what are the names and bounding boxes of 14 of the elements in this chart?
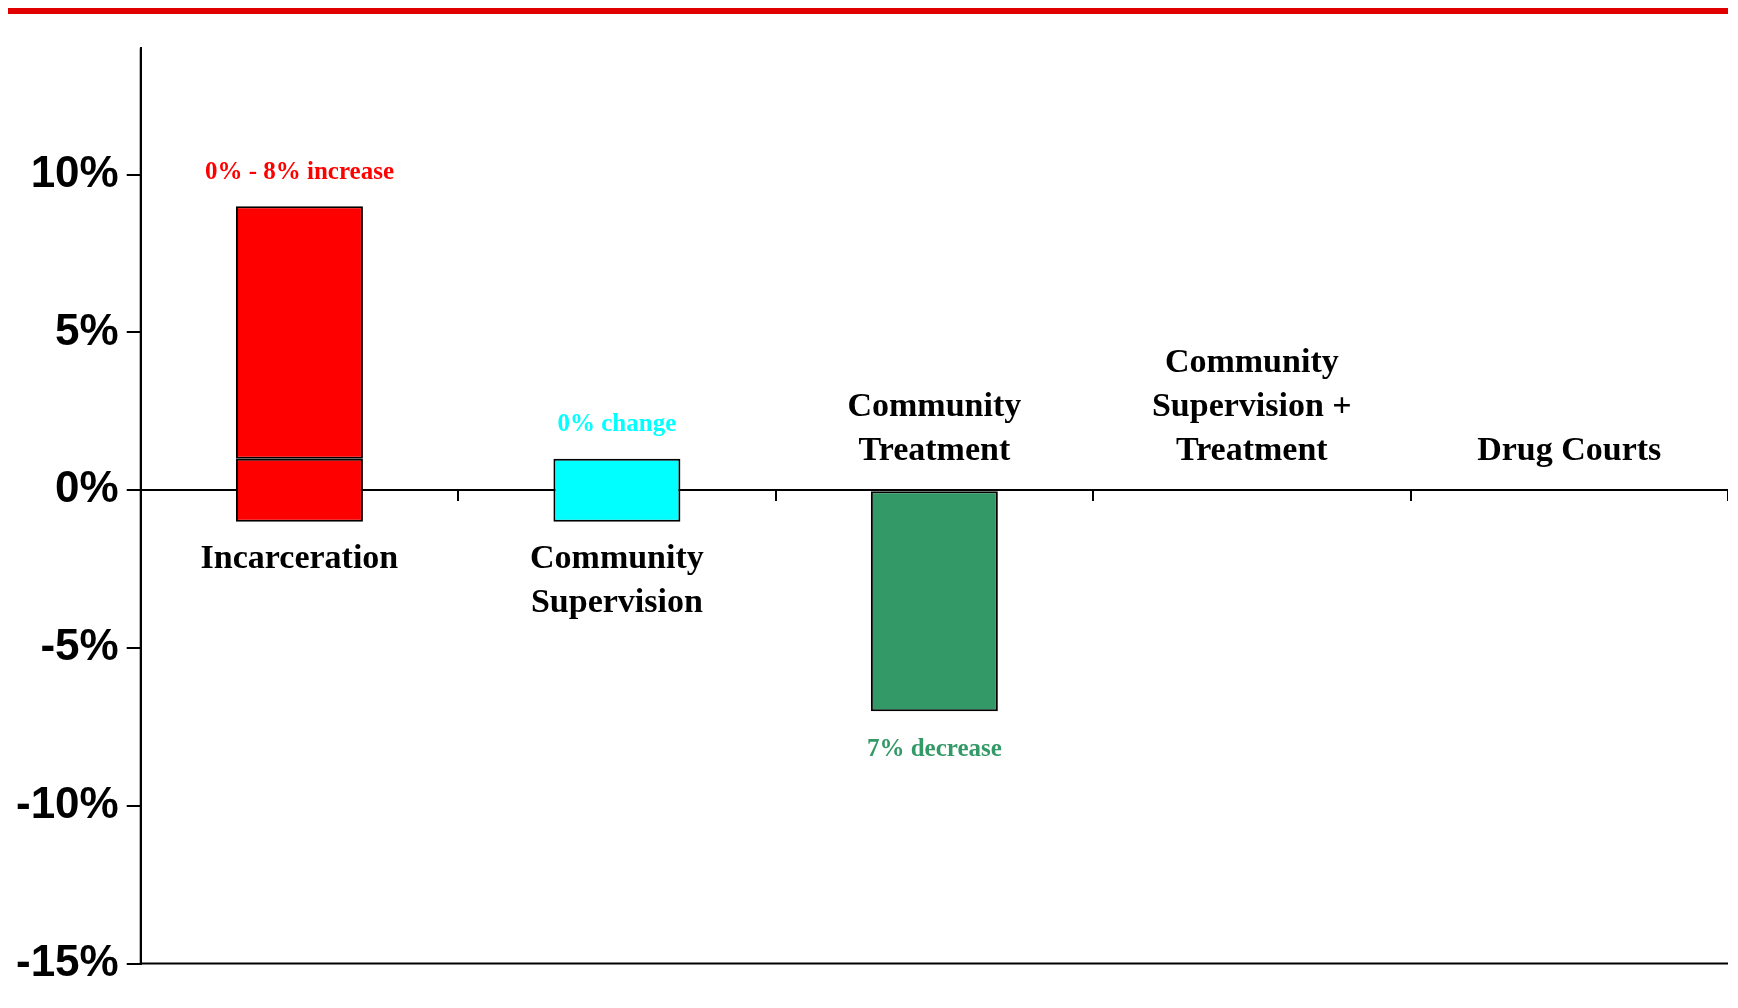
y-tick-label: 5% [55,304,119,354]
annotation: 0% change [557,409,677,437]
y-tick-label: 0% [55,462,119,512]
x-tick-label: Community Treatment [847,386,1022,467]
x-tick-label: Community Supervision + Treatment [1151,342,1352,467]
y-tick-label: 10% [30,146,119,196]
x-tick-label: Incarceration [200,538,399,575]
y-tick-label: -10% [16,777,119,827]
y-tick-label: -15% [16,935,119,985]
annotation: 7% decrease [866,733,1002,761]
x-tick-label: Community Supervision [530,538,704,619]
y-tick-label: -5% [40,620,119,670]
annotation: 0% - 8% increase [204,156,394,184]
x-tick-label: Drug Courts [1477,430,1662,467]
